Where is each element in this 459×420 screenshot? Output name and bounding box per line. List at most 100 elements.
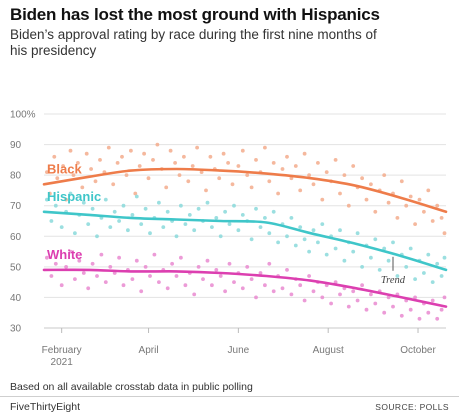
data-point	[439, 274, 444, 278]
trend-layer	[42, 167, 448, 308]
data-point	[249, 237, 254, 242]
data-point	[386, 258, 391, 263]
data-point	[84, 151, 89, 156]
data-point	[422, 209, 426, 214]
series-label-black: Black	[47, 161, 82, 176]
data-point	[143, 265, 148, 269]
data-point	[139, 222, 144, 227]
trend-line-white	[42, 268, 448, 308]
data-point	[351, 164, 356, 168]
data-point	[360, 176, 364, 181]
data-point	[285, 268, 289, 272]
data-point	[195, 145, 200, 150]
data-point	[134, 258, 139, 263]
y-tick-label: 60	[10, 232, 22, 243]
data-point	[391, 304, 395, 309]
x-tick-sublabel: 2021	[51, 357, 74, 368]
data-point	[80, 185, 85, 190]
data-point	[267, 261, 272, 266]
data-point	[218, 234, 223, 239]
data-point	[53, 203, 58, 208]
data-point	[99, 252, 104, 257]
data-point	[382, 246, 387, 251]
data-point	[205, 258, 210, 263]
data-point	[196, 206, 201, 211]
data-point	[271, 209, 276, 214]
data-point	[373, 209, 378, 214]
data-point	[245, 265, 250, 269]
data-point	[338, 292, 342, 297]
data-point	[205, 200, 210, 205]
data-point	[254, 206, 258, 211]
data-point	[90, 206, 95, 211]
data-point	[108, 225, 113, 230]
data-point	[399, 179, 404, 184]
data-point	[254, 158, 258, 162]
y-tick-label: 40	[10, 293, 22, 304]
data-point	[333, 158, 338, 162]
data-point	[49, 274, 54, 278]
data-point	[442, 255, 447, 260]
data-point	[263, 145, 267, 150]
data-point	[106, 145, 111, 150]
data-point	[386, 200, 391, 205]
data-point	[320, 222, 325, 227]
data-point	[338, 191, 342, 196]
data-point	[320, 197, 325, 202]
data-point	[183, 283, 188, 288]
credit-label: FiveThirtyEight	[10, 401, 81, 413]
data-point	[95, 234, 99, 239]
data-point	[232, 280, 236, 284]
y-tick-label: 70	[10, 201, 22, 212]
data-point	[227, 222, 232, 227]
data-point	[342, 173, 347, 178]
data-point	[143, 206, 148, 211]
data-point	[280, 167, 285, 171]
data-point	[177, 173, 182, 178]
data-point	[307, 274, 311, 278]
data-point	[117, 255, 121, 260]
data-point	[338, 228, 342, 233]
data-point	[342, 258, 347, 263]
data-point	[240, 213, 245, 217]
x-tick-label: April	[139, 345, 159, 356]
data-point	[236, 228, 241, 233]
data-point	[64, 197, 68, 202]
data-point	[208, 154, 213, 159]
data-point	[435, 316, 440, 321]
data-point	[307, 173, 311, 178]
data-point	[130, 213, 135, 217]
data-point	[230, 182, 235, 187]
data-point	[179, 255, 183, 260]
data-point	[210, 225, 214, 230]
data-point	[435, 261, 440, 266]
data-point	[137, 164, 142, 168]
data-point	[61, 164, 65, 168]
x-tick-label: October	[400, 345, 436, 356]
data-point	[232, 203, 236, 208]
y-tick-label: 80	[10, 171, 22, 182]
data-point	[68, 191, 73, 196]
data-point	[351, 249, 356, 254]
y-tick-label: 50	[10, 262, 22, 273]
data-point	[64, 265, 68, 269]
data-point	[280, 286, 285, 291]
data-point	[302, 298, 307, 303]
data-point	[267, 231, 272, 236]
data-point	[422, 271, 426, 275]
data-point	[360, 265, 364, 269]
data-point	[293, 164, 298, 168]
data-point	[192, 292, 197, 297]
data-point	[413, 222, 417, 227]
data-point	[351, 289, 356, 294]
data-point	[76, 161, 80, 165]
data-point	[73, 277, 77, 281]
data-point	[183, 222, 188, 227]
data-point	[161, 225, 166, 230]
data-point	[121, 283, 126, 288]
data-point	[298, 225, 303, 230]
data-point	[93, 179, 98, 184]
data-point	[81, 200, 86, 205]
data-point	[404, 203, 409, 208]
